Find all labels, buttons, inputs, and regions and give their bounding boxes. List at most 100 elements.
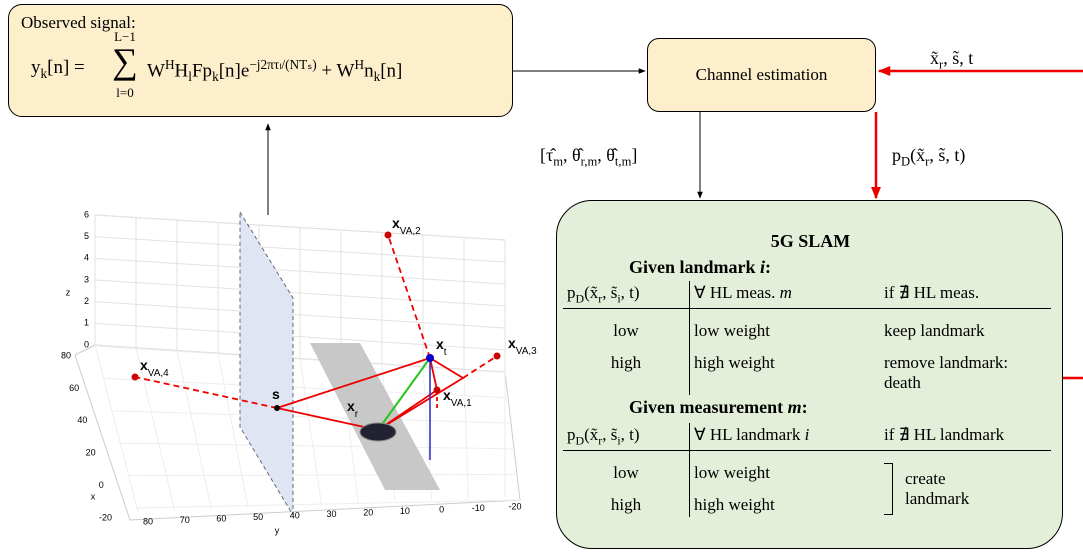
formula-box: Observed signal: yk[n] = L−1 ∑ l=0 WHHlF… bbox=[8, 4, 513, 117]
sum-lower: l=0 bbox=[107, 85, 143, 101]
grid-line bbox=[111, 411, 511, 423]
x-tick-label: 0 bbox=[99, 480, 104, 490]
table-cell: low bbox=[563, 309, 690, 344]
label-part: VA,3 bbox=[516, 346, 537, 357]
road bbox=[310, 343, 440, 490]
z-tick-label: 5 bbox=[84, 231, 89, 241]
label-part: t bbox=[444, 347, 447, 358]
z-tick-label: 1 bbox=[84, 318, 89, 328]
text-part: m bbox=[780, 283, 792, 302]
table-cell: high weight bbox=[690, 485, 879, 517]
slam-title: 5G SLAM bbox=[557, 231, 1064, 252]
header-row: pD(x̃r, s̃i, t)∀ HL meas. mif ∄ HL meas. bbox=[563, 281, 1051, 309]
text-part: , t) bbox=[621, 425, 640, 444]
y-tick-label: -10 bbox=[472, 503, 485, 513]
text-part: , θ̂ bbox=[597, 145, 615, 165]
table-cell: low weight bbox=[690, 309, 879, 344]
point-label: xt bbox=[436, 336, 447, 358]
grid-line bbox=[120, 443, 514, 449]
x-tick-label: 20 bbox=[86, 448, 96, 458]
text-part: x̃ bbox=[930, 48, 939, 68]
table-cell: keep landmark bbox=[878, 309, 1051, 344]
formula-lhs: yk[n] = bbox=[31, 57, 85, 82]
grid-line bbox=[177, 350, 211, 509]
detection-label: pD(x̃r, s̃, t) bbox=[892, 145, 965, 170]
label-part: VA,2 bbox=[400, 226, 421, 237]
table-cell: high bbox=[563, 485, 690, 517]
va4-point bbox=[132, 374, 139, 381]
grid-line bbox=[464, 369, 468, 498]
z-tick-label: 2 bbox=[84, 296, 89, 306]
text-part: k bbox=[212, 69, 219, 84]
text-part: , s̃ bbox=[602, 283, 617, 302]
page: 0123456806040200-2080706050403020100-10-… bbox=[0, 0, 1083, 559]
outcome-text: create landmark bbox=[905, 469, 985, 509]
text-part: D bbox=[576, 433, 585, 447]
vehicle bbox=[360, 423, 396, 441]
input-label: x̃r, s̃, t bbox=[930, 48, 973, 73]
header-cell: ∀ HL meas. m bbox=[690, 281, 879, 309]
grid-line bbox=[300, 359, 322, 505]
x-tick-label: -20 bbox=[99, 512, 112, 522]
text-part: p bbox=[892, 145, 901, 165]
text-part: p bbox=[567, 425, 576, 444]
s-point bbox=[274, 405, 280, 411]
x-tick-label: 40 bbox=[77, 415, 87, 425]
slam-box: 5G SLAM Given landmark i: pD(x̃r, s̃i, t)… bbox=[556, 200, 1063, 549]
section-heading: Given measurement m: bbox=[629, 397, 808, 418]
text-part: n bbox=[364, 60, 374, 81]
y-tick-label: 60 bbox=[216, 513, 226, 523]
y-tick-label: 70 bbox=[180, 515, 190, 525]
text-part: ∀ HL meas. bbox=[694, 283, 780, 302]
point-label: xVA,1 bbox=[443, 387, 472, 409]
z-tick-label: 0 bbox=[84, 339, 89, 349]
text-part: [τ̂ bbox=[540, 145, 553, 165]
z-axis-label: z bbox=[66, 287, 71, 297]
text-part: , s̃, t bbox=[943, 48, 973, 68]
point-label: xVA,4 bbox=[140, 357, 169, 379]
text-part: W bbox=[147, 60, 165, 81]
label-part: VA,1 bbox=[451, 398, 472, 409]
label-part: x bbox=[140, 357, 148, 373]
y-tick-label: 0 bbox=[439, 504, 444, 514]
y-tick-label: -20 bbox=[508, 501, 521, 511]
header-cell: if ∄ HL landmark bbox=[878, 423, 1051, 451]
table-row: lowlow weightcreate landmark bbox=[563, 451, 1051, 486]
z-tick-label: 6 bbox=[84, 209, 89, 219]
grid-line bbox=[136, 500, 520, 508]
text-part: : bbox=[765, 257, 771, 277]
text-part: H bbox=[165, 57, 175, 72]
label-part: x bbox=[508, 335, 516, 351]
header-cell: ∀ HL landmark i bbox=[690, 423, 879, 451]
label-part: VA,4 bbox=[148, 368, 169, 379]
section-heading: Given landmark i: bbox=[629, 257, 771, 278]
z-tick-label: 4 bbox=[84, 253, 89, 263]
text-part: , s̃, t) bbox=[929, 145, 965, 165]
text-part: i bbox=[805, 425, 810, 444]
text-part: [n] = bbox=[47, 57, 85, 78]
text-part: r,m bbox=[581, 155, 598, 169]
label-part: s bbox=[272, 386, 280, 402]
text-part: ∀ HL landmark bbox=[694, 425, 805, 444]
header-row: pD(x̃r, s̃i, t)∀ HL landmark iif ∄ HL la… bbox=[563, 423, 1051, 451]
y-tick-label: 80 bbox=[143, 516, 153, 526]
reflecting-plane bbox=[240, 212, 293, 515]
shared-outcome: create landmark bbox=[878, 451, 1051, 518]
text-part: ] bbox=[631, 145, 637, 165]
y-tick-label: 20 bbox=[363, 507, 373, 517]
table-cell: high bbox=[563, 343, 690, 395]
text-part: H bbox=[175, 60, 189, 81]
va1-point bbox=[434, 387, 441, 394]
table-cell: remove landmark: death bbox=[878, 343, 1051, 395]
va2-path bbox=[388, 235, 430, 358]
point-label: xVA,3 bbox=[508, 335, 537, 357]
text-part: [n] bbox=[380, 60, 402, 81]
text-part: Fp bbox=[192, 60, 212, 81]
text-part: y bbox=[31, 57, 41, 78]
label-part: x bbox=[392, 215, 400, 231]
text-part: [n]e bbox=[219, 60, 250, 81]
text-part: , s̃ bbox=[602, 425, 617, 444]
